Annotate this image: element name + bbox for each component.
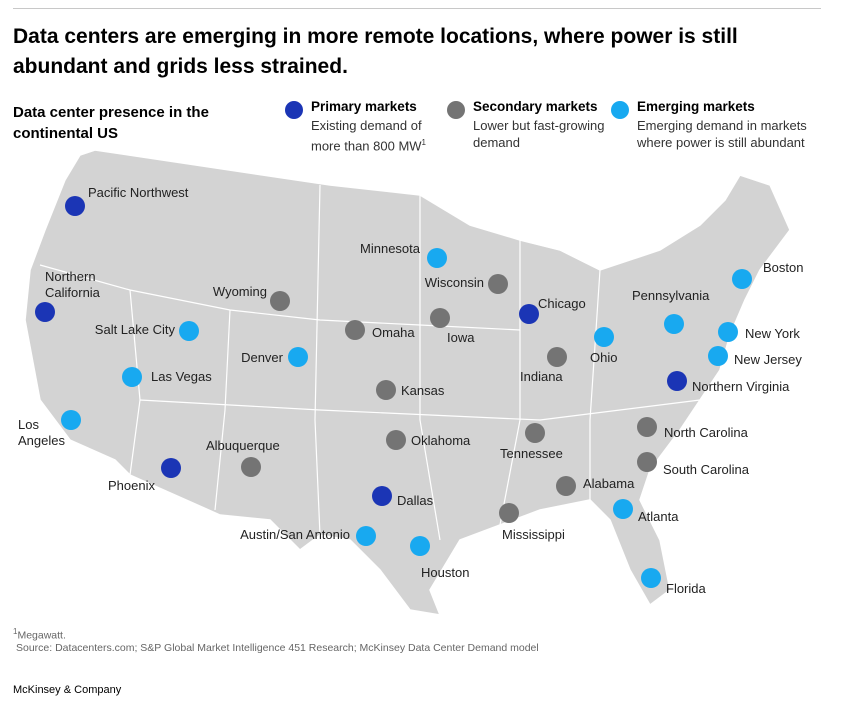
legend-desc: Lower but fast-growing demand [473,117,613,151]
legend-dot [611,101,629,119]
us-map [24,149,791,616]
market-dot [270,291,290,311]
market-dot [519,304,539,324]
market-label: North Carolina [664,425,748,440]
market-dot [288,347,308,367]
market-dot [718,322,738,342]
market-label: South Carolina [663,462,749,477]
legend-dot [447,101,465,119]
market-label: Oklahoma [411,433,471,448]
market-dot [594,327,614,347]
market-label: Pacific Northwest [88,185,189,200]
market-label: Pennsylvania [632,288,710,303]
market-label: Wyoming [212,284,267,299]
market-label: Indiana [520,369,563,384]
market-dot [547,347,567,367]
market-dot [427,248,447,268]
legend-name: Emerging markets [637,99,755,114]
market-dot [525,423,545,443]
market-label: New Jersey [734,352,802,367]
source: Source: Datacenters.com; S&P Global Mark… [16,642,539,654]
market-label: Las Vegas [151,369,212,384]
market-label: Wisconsin [424,275,484,290]
market-dot [732,269,752,289]
market-label: New York [745,326,800,341]
market-label: Atlanta [638,509,679,524]
title: Data centers are emerging in more remote… [13,25,738,78]
market-label: Dallas [397,493,434,508]
market-label: Austin/San Antonio [240,527,350,542]
footnote-text: Megawatt. [17,629,66,642]
market-dot [667,371,687,391]
market-dot [65,196,85,216]
market-dot [179,321,199,341]
market-label: Kansas [401,383,445,398]
market-label: Omaha [372,325,415,340]
legend-description: Emerging demand in markets where power i… [637,118,807,150]
market-label: Alabama [583,476,635,491]
market-label: Iowa [447,330,475,345]
market-dot [430,308,450,328]
market-dot [376,380,396,400]
market-label: Florida [666,581,706,596]
market-dot [488,274,508,294]
legend-name: Primary markets [311,99,417,114]
market-label: Denver [241,350,283,365]
market-label: Albuquerque [206,438,280,453]
market-dot [161,458,181,478]
top-rule [13,8,821,9]
footnote-mark: 1 [421,138,426,147]
market-label: Los Angeles [18,417,65,448]
market-label: Salt Lake City [94,322,175,337]
market-dot [708,346,728,366]
market-dot [61,410,81,430]
market-dot [345,320,365,340]
market-label: Tennessee [500,446,563,461]
market-label: Minnesota [360,241,420,256]
market-dot [641,568,661,588]
market-dot [386,430,406,450]
legend-desc: Existing demand of more than 800 MW1 [311,117,451,154]
market-dot [356,526,376,546]
footnote-mark: 1 [13,627,18,636]
market-dot [241,457,261,477]
brand: McKinsey & Company [13,684,122,696]
footnote: 1Megawatt. [13,627,66,642]
market-label: Boston [763,260,804,275]
subtitle: Data center presence in the continental … [13,104,209,142]
market-dot [613,499,633,519]
market-label: Northern California [45,269,100,300]
legend-desc: Emerging demand in markets where power i… [637,117,837,151]
market-dot [122,367,142,387]
market-dot [35,302,55,322]
legend-description: Existing demand of more than 800 MW [311,118,422,154]
market-dot [664,314,684,334]
market-label: Houston [421,565,470,580]
market-dot [372,486,392,506]
market-dot [637,452,657,472]
market-label: Phoenix [108,478,155,493]
market-label: Mississippi [502,527,565,542]
market-dot [499,503,519,523]
market-dot [637,417,657,437]
market-label: Northern Virginia [692,379,790,394]
legend-description: Lower but fast-growing demand [473,118,605,150]
market-dot [556,476,576,496]
market-dot [410,536,430,556]
legend-dot [285,101,303,119]
legend-name: Secondary markets [473,99,598,114]
market-label: Ohio [590,350,618,365]
market-label: Chicago [538,296,586,311]
